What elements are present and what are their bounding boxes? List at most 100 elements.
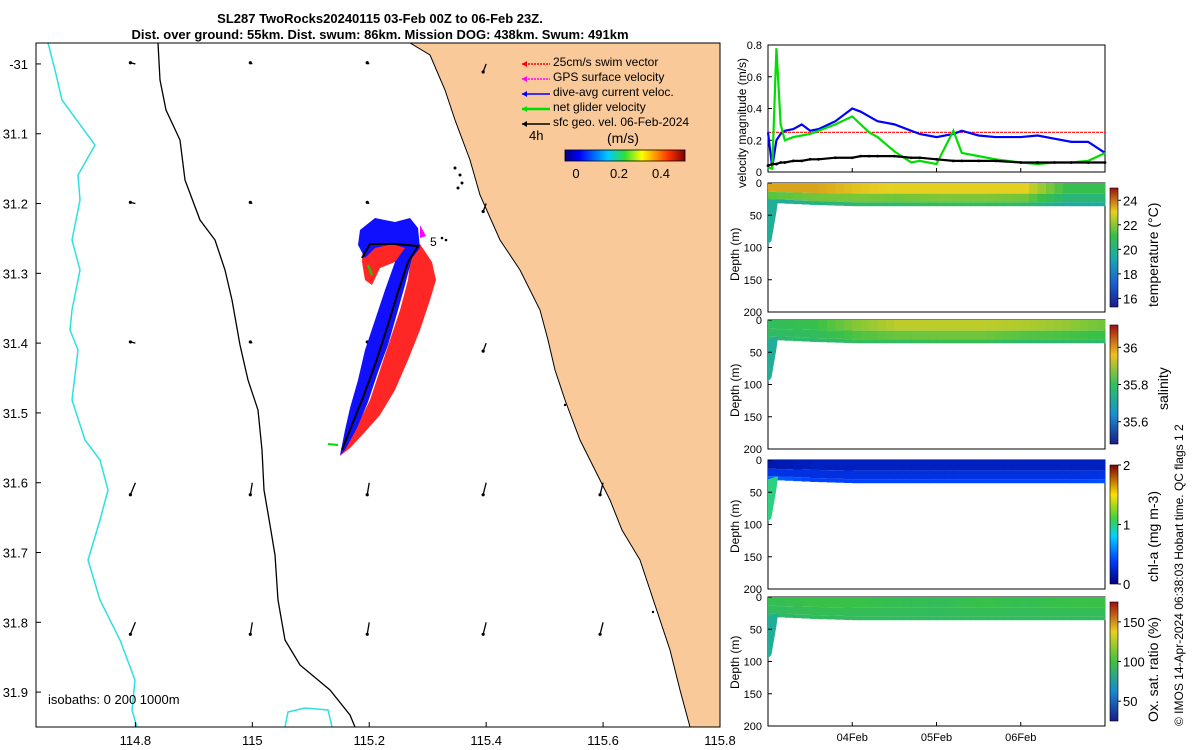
map-ytick-label: 31.6 (3, 476, 28, 491)
heatmap-cell (1079, 193, 1089, 203)
heatmap-ytick-label: 150 (744, 275, 762, 287)
temp-clabel: temperature (°C) (1145, 202, 1161, 307)
heatmap-cell (961, 183, 971, 194)
heatmap-cell (1037, 193, 1047, 203)
heatmap-cell (776, 606, 786, 614)
heatmap-cell (852, 339, 862, 344)
heatmap-cell (869, 330, 879, 340)
heatmap-cell (928, 339, 937, 344)
heatmap-cell (1096, 470, 1106, 480)
heatmap-cell (1037, 616, 1047, 621)
heatmap-cell (885, 202, 895, 207)
map-ytick-label: -31 (9, 57, 28, 72)
heatmap-cell (928, 597, 937, 608)
heatmap-cell (995, 183, 1005, 194)
heatmap-cell (1062, 479, 1072, 484)
heatmap-cell (801, 477, 811, 482)
geo-arrow-head (598, 632, 602, 636)
heatmap-cell (776, 320, 786, 330)
colorbar-tick-label: 22 (1123, 218, 1137, 233)
heatmap-cell (961, 616, 971, 621)
heatmap-cell (885, 470, 895, 480)
heatmap-cell (793, 469, 803, 478)
heatmap-ytick-label: 100 (744, 657, 762, 669)
heatmap-cell (1012, 616, 1022, 621)
heatmap-cell (919, 193, 929, 203)
heatmap-cell (810, 606, 820, 616)
geo-arrow-head (248, 632, 252, 636)
heatmap-cell (1096, 479, 1106, 484)
map-xtick-label: 114.8 (120, 733, 152, 748)
heatmap-cell (852, 460, 862, 471)
heatmap-cell (928, 320, 937, 331)
heatmap-cell (902, 202, 912, 207)
heatmap-cell (1046, 193, 1055, 203)
heatmap-cell (978, 479, 988, 484)
heatmap-cell (1088, 460, 1098, 471)
heatmap-cell (801, 200, 811, 205)
heatmap-cell (1012, 330, 1022, 340)
heatmap-cell (944, 460, 954, 471)
heatmap-cell (987, 597, 996, 608)
heatmap-cell (919, 202, 929, 207)
temp-ylabel: Depth (m) (728, 227, 742, 281)
heatmap-cell (911, 479, 921, 484)
heatmap-cell (793, 192, 803, 201)
heatmap-cell (911, 607, 921, 617)
heatmap-cell (936, 616, 946, 621)
heatmap-cell (894, 616, 904, 621)
map-colorbar-bar (564, 149, 686, 162)
heatmap-cell (776, 476, 786, 481)
heatmap-cell (894, 183, 904, 194)
heatmap-cell (1079, 597, 1089, 608)
heatmap-cell (818, 320, 828, 331)
heatmap-cell (928, 479, 937, 484)
heatmap-cell (928, 460, 937, 471)
heatmap-cell (768, 191, 777, 200)
heatmap-cell (970, 202, 980, 207)
heatmap-cell (1096, 330, 1106, 340)
heatmap-cell (1046, 616, 1055, 621)
heatmap-cell (776, 460, 786, 470)
heatmap-cell (936, 470, 946, 480)
heatmap-cell (784, 476, 794, 481)
map-ytick-label: 31.3 (3, 266, 28, 281)
heatmap-cell (818, 183, 828, 194)
heatmap-cell (860, 607, 870, 617)
velocity-ytick-label: 0.4 (747, 104, 762, 116)
heatmap-cell (877, 202, 887, 207)
heatmap-cell (953, 339, 963, 344)
heatmap-cell (869, 607, 879, 617)
heatmap-ytick-label: 150 (744, 552, 762, 564)
heatmap-cell (894, 470, 904, 480)
heatmap-cell (978, 616, 988, 621)
heatmap-cell (1037, 607, 1047, 617)
heatmap-cell (1079, 339, 1089, 344)
velocity-point (1053, 161, 1056, 164)
velocity-point (783, 161, 787, 164)
heatmap-cell (843, 597, 853, 608)
heatmap-cell (843, 339, 853, 343)
heatmap-cell (1088, 193, 1098, 203)
heatmap-cell (961, 607, 971, 617)
heatmap-cell (1071, 470, 1081, 480)
heatmap-cell (835, 460, 845, 471)
heatmap-cell (1012, 183, 1022, 194)
heatmap-cell (1054, 339, 1064, 344)
heatmap-cell (953, 202, 963, 207)
heatmap-cell (818, 338, 828, 343)
heatmap-cell (911, 193, 921, 203)
heatmap-cell (1020, 479, 1030, 484)
heatmap-cell (936, 183, 946, 194)
map-xtick-label: 115 (242, 733, 263, 748)
heatmap-cell (1020, 339, 1030, 344)
heatmap-cell (928, 193, 937, 203)
heatmap-cell (961, 460, 971, 471)
legend-net: net glider velocity (553, 100, 646, 114)
heatmap-cell (826, 330, 836, 339)
heatmap-cell (1046, 320, 1055, 331)
heatmap-cell (953, 597, 963, 608)
map-frame (35, 42, 721, 728)
heatmap-cell (1012, 193, 1022, 203)
heatmap-cell (987, 193, 996, 203)
